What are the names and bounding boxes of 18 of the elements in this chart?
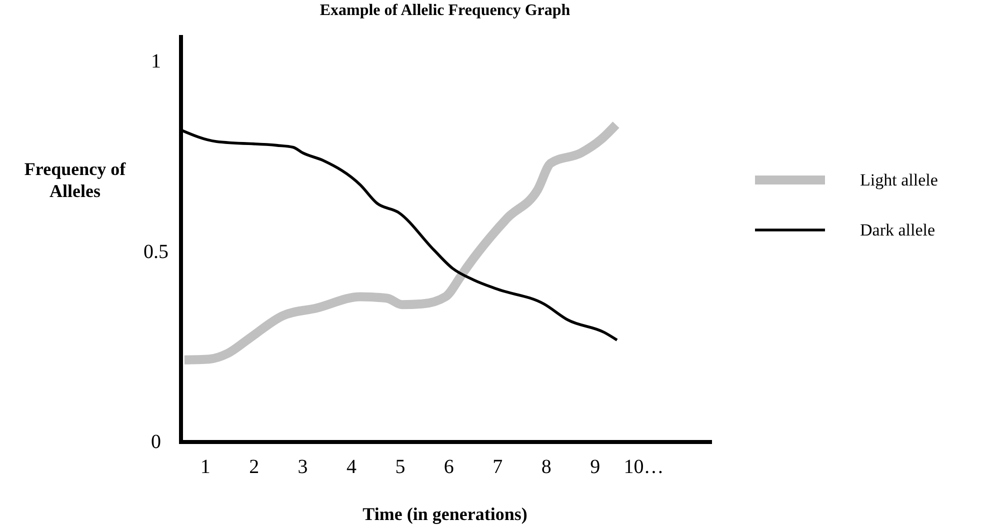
y-tick-label: 0.5	[144, 240, 168, 263]
x-tick-label: 8	[541, 456, 552, 478]
x-tick-label: 6	[444, 456, 454, 478]
x-axis-title: Time (in generations)	[362, 504, 528, 524]
x-tick-label: 7	[492, 456, 503, 478]
x-tick-label: 1	[200, 456, 210, 478]
x-tick-label: 3	[298, 456, 308, 478]
chart-title: Example of Allelic Frequency Graph	[320, 2, 570, 19]
x-tick-label: 10…	[624, 456, 664, 478]
x-tick-label: 5	[395, 456, 406, 478]
x-tick-label: 4	[346, 456, 357, 478]
x-tick-label: 9	[590, 456, 600, 478]
y-axis-title: Frequency of Alleles	[24, 159, 127, 201]
y-tick-label: 1	[151, 50, 161, 73]
y-tick-label: 0	[151, 431, 161, 453]
x-tick-label: 2	[249, 456, 260, 478]
legend-label: Dark allele	[860, 220, 936, 240]
legend-label: Light allele	[860, 170, 938, 190]
